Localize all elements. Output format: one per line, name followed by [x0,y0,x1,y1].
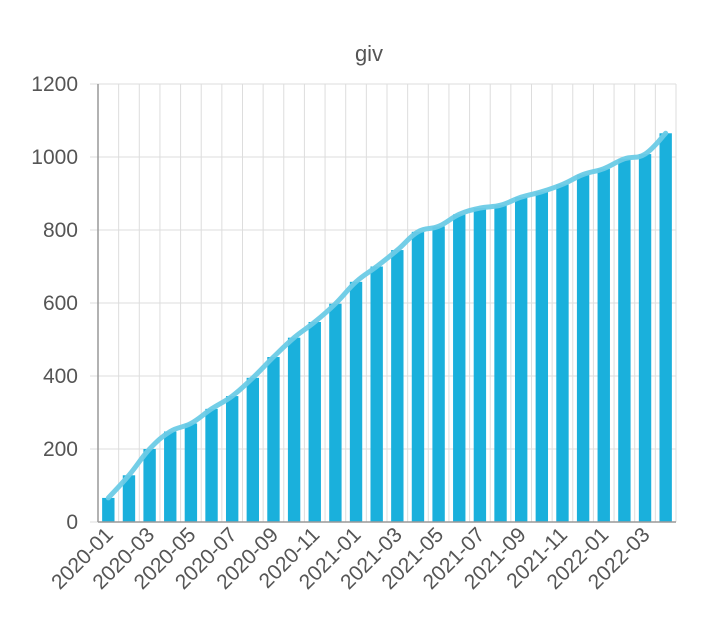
bar [143,449,156,522]
bar [494,205,507,522]
y-tick-label: 1000 [31,146,78,169]
x-axis-labels: 2020-012020-032020-052020-072020-092020-… [47,523,654,594]
chart-title: giv [355,41,383,66]
bar [329,303,342,522]
bar [205,408,218,522]
line-series [105,130,669,501]
bar [164,431,177,522]
bar [473,208,487,522]
bar [514,197,528,522]
bar [287,337,301,522]
y-tick-label: 800 [43,219,78,242]
y-tick-label: 600 [43,292,78,315]
bar [576,174,590,522]
bar [349,281,363,522]
bar [659,133,672,522]
bar [122,475,136,522]
line-path [105,130,669,501]
bar [267,357,280,522]
y-tick-label: 1200 [31,73,78,96]
bar [411,231,425,522]
bar [638,154,652,522]
bar [184,423,198,522]
y-tick-label: 200 [43,438,78,461]
axes [97,84,676,523]
bar [432,226,445,522]
y-tick-label: 0 [66,511,78,534]
y-axis-labels: 0 200 400 600 800 1000 1200 [31,73,78,534]
bar [391,250,404,522]
bar [556,184,569,522]
bar [597,168,610,522]
bar [618,158,631,522]
y-tick-label: 400 [43,365,78,388]
bar [370,266,383,522]
grid [90,83,677,523]
bar [102,497,115,522]
bar [535,191,549,523]
bar [308,321,321,522]
bar-series [102,133,672,523]
bar [246,377,260,522]
bar [225,396,239,522]
bar [453,214,466,522]
